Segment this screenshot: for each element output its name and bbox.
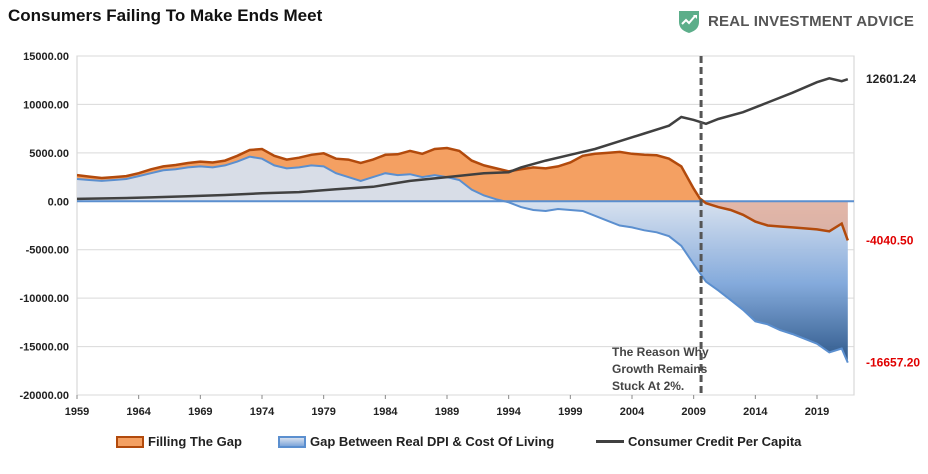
legend-item-filling-gap: Filling The Gap <box>116 434 242 449</box>
y-tick-label: -5000.00 <box>26 245 69 257</box>
area-gap <box>77 156 848 363</box>
y-tick-label: -20000.00 <box>19 390 69 402</box>
area-filling-gap-late <box>706 201 848 241</box>
logo-text: REAL INVESTMENT ADVICE <box>708 12 915 30</box>
y-tick-label: 0.00 <box>48 196 69 208</box>
end-value-label: -16657.20 <box>866 356 920 370</box>
annotation-text: The Reason Why <box>612 345 709 359</box>
annotation-text: Growth Remains <box>612 362 708 376</box>
x-tick-label: 2009 <box>681 406 705 418</box>
y-tick-label: -10000.00 <box>19 293 69 305</box>
x-tick-label: 2014 <box>743 406 768 418</box>
x-tick-label: 1999 <box>558 406 582 418</box>
legend-label-gap: Gap Between Real DPI & Cost Of Living <box>310 434 555 449</box>
legend-label-filling-gap: Filling The Gap <box>148 434 242 449</box>
x-tick-label: 1994 <box>496 406 521 418</box>
annotation-text: Stuck At 2%. <box>612 379 684 393</box>
x-tick-label: 1974 <box>250 406 275 418</box>
x-tick-label: 1984 <box>373 406 398 418</box>
y-axis: 15000.00 10000.00 5000.00 0.00 -5000.00 -1000… <box>19 51 69 402</box>
line-filling-gap <box>77 146 849 241</box>
x-tick-label: 1979 <box>311 406 335 418</box>
x-tick-label: 1969 <box>188 406 212 418</box>
y-tick-label: 10000.00 <box>23 99 69 111</box>
x-axis: 1959 1964 1969 1974 1979 1984 1989 1994 1999 2004… <box>65 395 829 418</box>
legend-swatch-credit <box>596 440 624 443</box>
x-tick-label: 2019 <box>805 406 829 418</box>
legend-swatch-filling-gap <box>116 435 144 448</box>
legend-item-gap: Gap Between Real DPI & Cost Of Living <box>278 434 554 449</box>
chart-shield-icon <box>679 11 699 33</box>
y-tick-label: 15000.00 <box>23 51 69 63</box>
line-gap <box>77 155 849 363</box>
y-tick-label: 5000.00 <box>29 148 69 160</box>
legend-item-credit: Consumer Credit Per Capita <box>596 434 801 449</box>
end-value-label: 12601.24 <box>866 72 916 86</box>
x-tick-label: 1989 <box>435 406 459 418</box>
legend: Filling The Gap Gap Between Real DPI & C… <box>0 434 928 454</box>
x-tick-label: 2004 <box>620 406 645 418</box>
logo: REAL INVESTMENT ADVICE <box>676 8 914 34</box>
y-tick-label: -15000.00 <box>19 342 69 354</box>
chart-title: Consumers Failing To Make Ends Meet <box>8 6 323 25</box>
x-tick-label: 1959 <box>65 406 89 418</box>
end-value-label: -4040.50 <box>866 233 914 247</box>
x-tick-label: 1964 <box>126 406 151 418</box>
legend-label-credit: Consumer Credit Per Capita <box>628 434 802 449</box>
legend-swatch-gap <box>278 435 306 448</box>
line-consumer-credit <box>77 77 849 201</box>
